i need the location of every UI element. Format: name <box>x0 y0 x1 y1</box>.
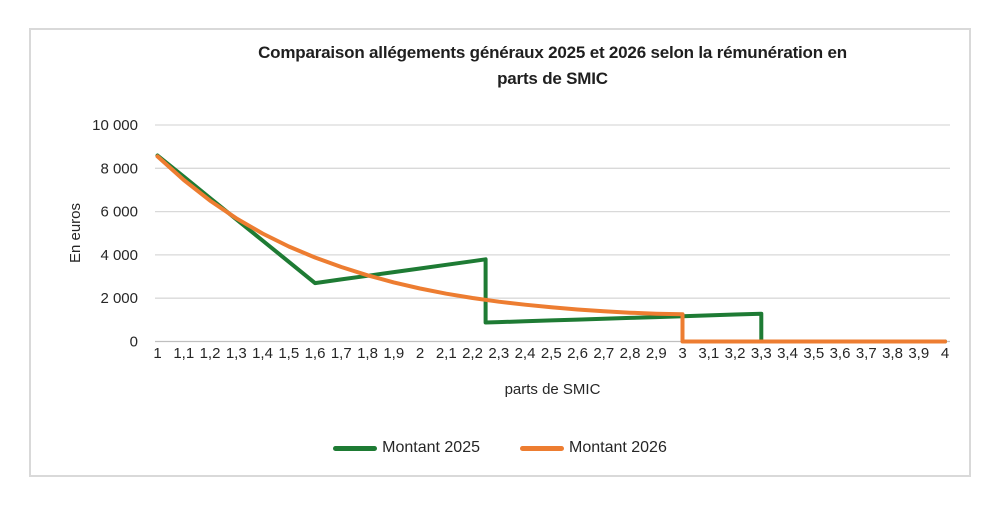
chart-legend: Montant 2025 Montant 2026 <box>29 438 971 458</box>
chart-frame <box>29 28 971 477</box>
legend-item-2025: Montant 2025 <box>333 439 480 457</box>
legend-swatch-2026-icon <box>520 445 564 451</box>
x-axis-title: parts de SMIC <box>504 381 601 398</box>
legend-item-2026: Montant 2026 <box>520 439 667 457</box>
chart-title: Comparaison allégements généraux 2025 et… <box>110 40 995 92</box>
chart-title-line2: parts de SMIC <box>497 69 608 88</box>
y-axis-title: En euros <box>67 202 84 264</box>
legend-label-2025: Montant 2025 <box>382 439 480 456</box>
legend-label-2026: Montant 2026 <box>569 439 667 456</box>
chart-title-line1: Comparaison allégements généraux 2025 et… <box>258 43 847 62</box>
legend-swatch-2025-icon <box>333 445 378 451</box>
